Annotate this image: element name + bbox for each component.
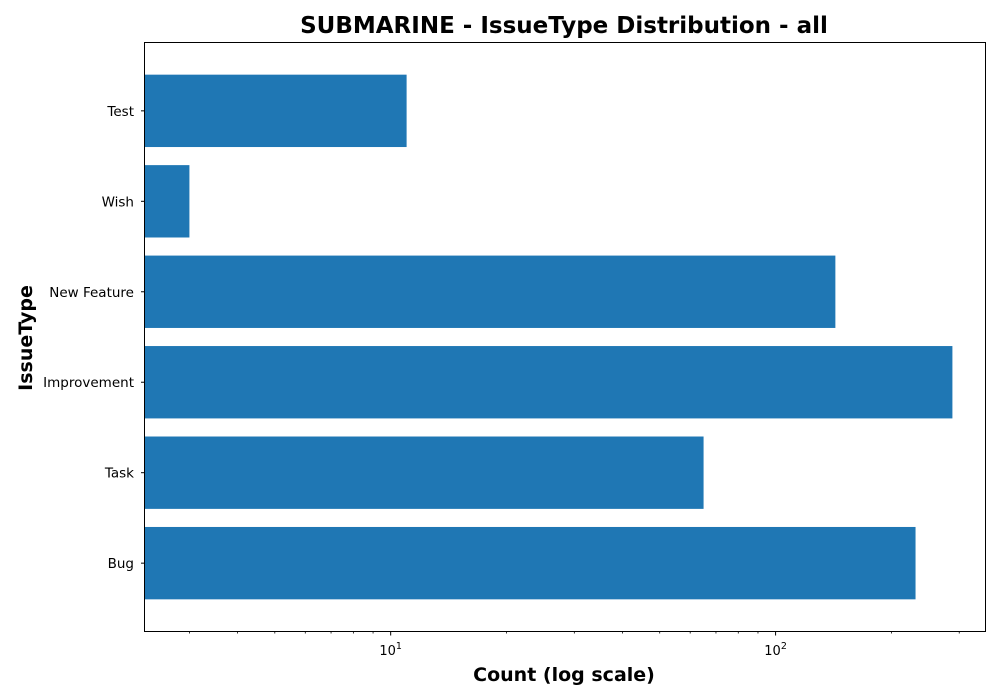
bar-task bbox=[145, 436, 704, 509]
chart-title: SUBMARINE - IssueType Distribution - all bbox=[300, 13, 828, 39]
x-tick-label: 101 bbox=[379, 641, 402, 659]
y-axis-label: IssueType bbox=[15, 285, 37, 391]
bar-test bbox=[145, 74, 407, 148]
plot-frame bbox=[144, 42, 986, 632]
x-tick-base: 10 bbox=[764, 644, 781, 659]
y-tick-label: Improvement bbox=[43, 375, 134, 391]
y-tick-label: Bug bbox=[108, 556, 134, 572]
x-tick-exponent: 1 bbox=[396, 641, 402, 652]
y-tick-label: Task bbox=[104, 466, 134, 482]
y-tick-label: Test bbox=[106, 104, 134, 120]
y-tick-label: New Feature bbox=[49, 285, 134, 301]
y-axis: Bug Task Improvement New Feature Wish Test bbox=[43, 104, 145, 572]
bar-new-feature bbox=[145, 255, 836, 328]
x-axis-label: Count (log scale) bbox=[473, 664, 655, 686]
x-axis: 101 102 bbox=[189, 631, 960, 659]
y-tick-label: Wish bbox=[102, 194, 134, 210]
x-tick-exponent: 2 bbox=[781, 641, 787, 652]
bar-bug bbox=[145, 526, 916, 600]
bars-group bbox=[145, 74, 953, 600]
x-tick-label: 102 bbox=[764, 641, 787, 659]
bar-improvement bbox=[145, 346, 953, 419]
x-tick-base: 10 bbox=[379, 644, 396, 659]
bar-wish bbox=[145, 165, 190, 238]
